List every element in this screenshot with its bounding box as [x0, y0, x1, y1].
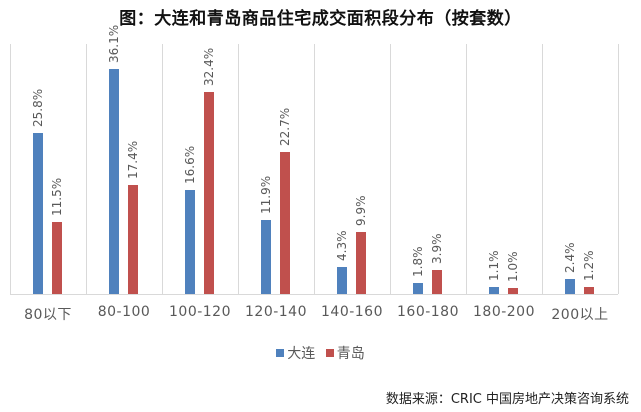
x-tick-label: 80-100	[97, 304, 151, 320]
category-group: 36.1% 17.4%	[87, 25, 163, 294]
data-label: 16.6%	[183, 146, 197, 185]
bar-dalian	[337, 267, 347, 294]
bar-qingdao	[204, 91, 214, 294]
x-tick-label: 120-140	[245, 304, 307, 320]
x-tick-label: 180-200	[473, 304, 535, 320]
data-label: 1.1%	[487, 250, 501, 282]
chart-title: 图：大连和青岛商品住宅成交面积段分布（按套数）	[119, 9, 522, 29]
x-tick-label: 140-160	[321, 304, 383, 320]
data-label: 1.0%	[506, 251, 520, 282]
x-tick-label: 200以上	[551, 307, 609, 323]
x-tick-label: 100-120	[169, 304, 231, 320]
bar-dalian	[413, 282, 423, 294]
bar-qingdao	[584, 286, 594, 294]
category-group: 1.1% 1.0%	[467, 44, 543, 294]
category-group: 4.3% 9.9%	[315, 44, 391, 294]
bar-qingdao	[356, 232, 366, 294]
bar-qingdao	[508, 287, 518, 294]
bar-qingdao	[432, 269, 442, 294]
legend-swatch-dalian	[276, 349, 285, 357]
legend-label-qingdao: 青岛	[336, 346, 365, 362]
x-tick-label: 80以下	[24, 307, 72, 323]
x-axis-line	[10, 294, 618, 295]
bar-qingdao	[52, 222, 62, 294]
category-group: 16.6% 32.4%	[163, 44, 239, 294]
legend-swatch-qingdao	[325, 349, 334, 357]
bar-dalian	[489, 287, 499, 294]
category-group: 25.8% 11.5%	[11, 44, 87, 294]
legend-item-dalian: 大连	[276, 343, 315, 363]
data-label: 32.4%	[202, 47, 216, 86]
category-group: 1.8% 3.9%	[391, 44, 467, 294]
data-label: 9.9%	[354, 195, 368, 227]
data-label: 11.5%	[50, 178, 64, 217]
bar-dalian	[185, 190, 195, 294]
data-label: 11.9%	[259, 175, 273, 214]
category-group: 11.9% 22.7%	[239, 44, 315, 294]
data-source-note: 数据来源：CRIC 中国房地产决策咨询系统	[385, 392, 629, 407]
bar-dalian	[109, 68, 119, 294]
plot-area: 25.8% 11.5% 36.1% 17.4% 16.6% 32.4% 11.9% 22.7%…	[10, 25, 619, 294]
data-label: 36.1%	[107, 24, 121, 63]
x-tick-label: 160-180	[397, 304, 459, 320]
legend: 大连 青岛	[0, 343, 641, 363]
data-label: 17.4%	[126, 141, 140, 180]
data-label: 22.7%	[278, 108, 292, 147]
data-label: 4.3%	[335, 230, 349, 262]
data-label: 1.8%	[411, 246, 425, 277]
data-label: 1.2%	[582, 250, 596, 281]
data-label: 25.8%	[31, 88, 45, 127]
bar-dalian	[33, 133, 43, 294]
data-label: 3.9%	[430, 233, 444, 264]
data-label: 2.4%	[563, 242, 577, 274]
bar-dalian	[565, 279, 575, 294]
bar-qingdao	[280, 152, 290, 294]
bar-dalian	[261, 219, 271, 294]
legend-label-dalian: 大连	[287, 346, 316, 362]
category-group: 2.4% 1.2%	[543, 44, 619, 294]
bar-qingdao	[128, 185, 138, 294]
legend-item-qingdao: 青岛	[325, 343, 365, 363]
